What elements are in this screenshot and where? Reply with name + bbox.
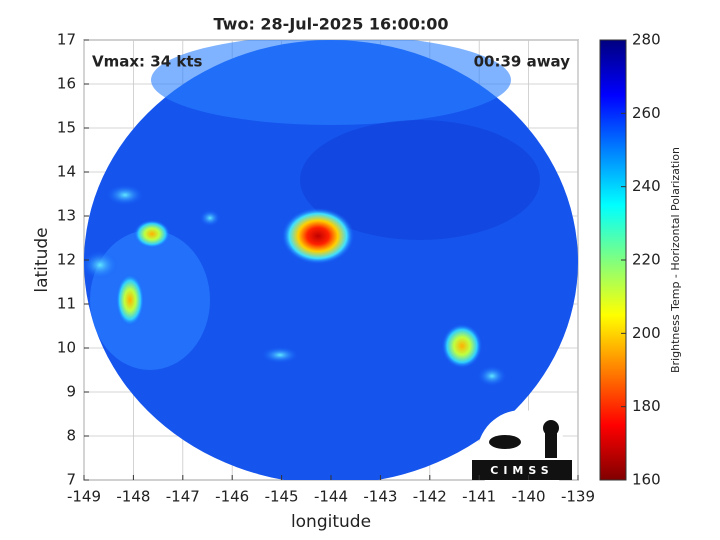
chart-title: Two: 28-Jul-2025 16:00:00 [214, 15, 449, 34]
y-tick-label: 8 [66, 427, 76, 445]
y-tick-label: 14 [57, 163, 76, 181]
swath-patch [90, 230, 210, 370]
x-tick-label: -142 [413, 488, 447, 506]
annotation: 00:39 away [474, 53, 571, 71]
swath [84, 40, 578, 480]
blob [282, 208, 354, 264]
colorbar-tick-label: 240 [632, 177, 661, 195]
y-tick-label: 15 [57, 119, 76, 137]
logo-dish [489, 435, 521, 449]
colorbar-tick-label: 220 [632, 251, 661, 269]
swath-patch [151, 40, 511, 125]
blob [134, 220, 170, 248]
colorbar-tick-label: 180 [632, 397, 661, 415]
x-tick-label: -140 [512, 488, 546, 506]
y-axis-label: latitude [32, 227, 52, 292]
colorbar-label: Brightness Temp - Horizontal Polarizatio… [669, 147, 682, 373]
x-tick-label: -141 [462, 488, 496, 506]
y-tick-label: 11 [57, 295, 76, 313]
x-tick-label: -145 [265, 488, 299, 506]
x-tick-label: -139 [561, 488, 595, 506]
y-tick-label: 17 [57, 31, 76, 49]
blob [478, 366, 506, 386]
blob [116, 274, 144, 326]
blob [84, 251, 118, 279]
x-tick-label: -146 [215, 488, 249, 506]
x-tick-label: -148 [116, 488, 150, 506]
y-tick-label: 13 [57, 207, 76, 225]
colorbar-tick-label: 260 [632, 104, 661, 122]
logo-tower [545, 428, 557, 458]
swath-patch [300, 120, 540, 240]
x-tick-label: -149 [67, 488, 101, 506]
colorbar-tick-label: 200 [632, 324, 661, 342]
y-tick-label: 12 [57, 251, 76, 269]
y-tick-label: 7 [66, 471, 76, 489]
blob [107, 185, 143, 205]
y-tick-label: 16 [57, 75, 76, 93]
annotation: Vmax: 34 kts [92, 53, 202, 71]
y-tick-label: 10 [57, 339, 76, 357]
colorbar-tick-label: 280 [632, 31, 661, 49]
logo-text: CIMSS [490, 464, 553, 477]
blob [262, 347, 298, 363]
x-tick-label: -147 [166, 488, 200, 506]
logo: CIMSS [472, 410, 572, 500]
x-tick-label: -144 [314, 488, 348, 506]
colorbar-tick-label: 160 [632, 471, 661, 489]
logo-base [472, 460, 572, 480]
logo-tank [543, 420, 559, 436]
x-axis-label: longitude [291, 512, 371, 532]
x-tick-label: -143 [363, 488, 397, 506]
blob [442, 324, 482, 368]
blob [200, 210, 220, 226]
y-tick-label: 9 [66, 383, 76, 401]
